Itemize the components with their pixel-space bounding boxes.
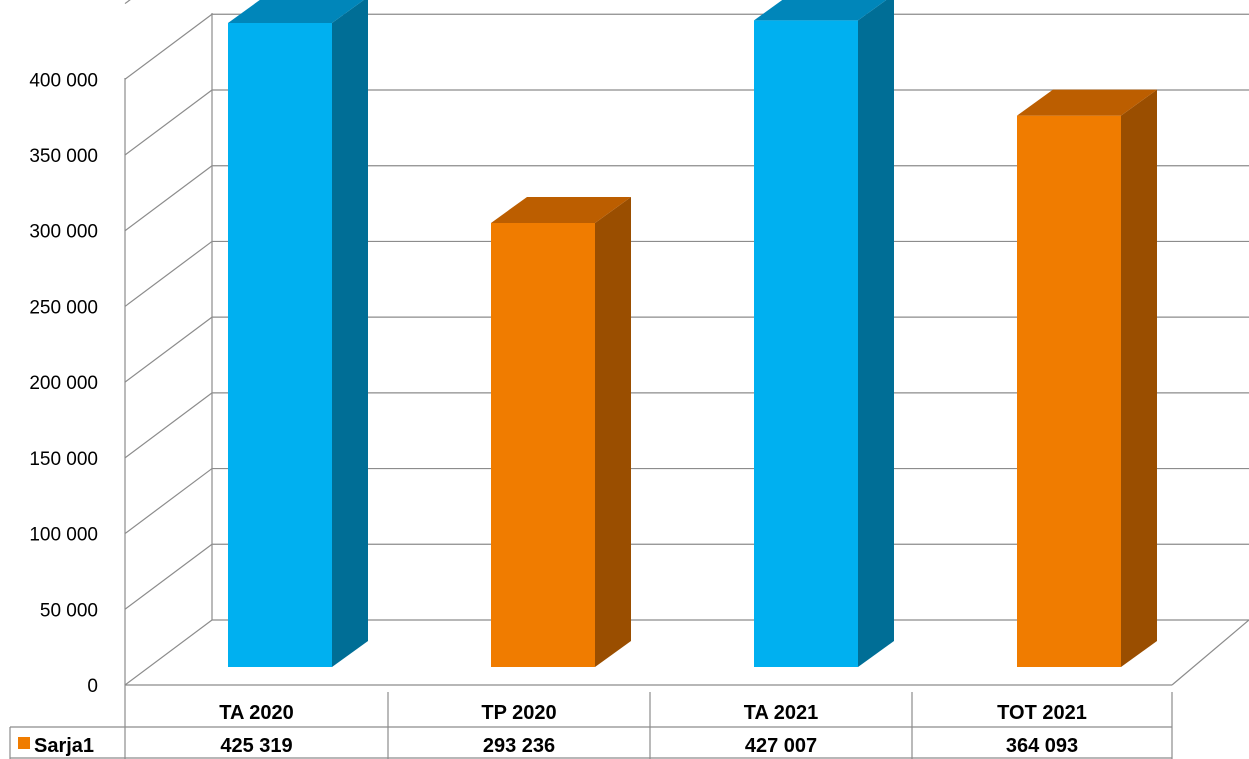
bar-2: [491, 196, 631, 667]
data-table-value: 427 007: [745, 735, 817, 757]
data-table-value: 425 319: [220, 735, 292, 757]
gridline-side-6: [124, 165, 213, 232]
bar-front-face: [228, 22, 332, 668]
data-table-value: 364 093: [1006, 735, 1078, 757]
gridline-side-1: [124, 543, 213, 610]
bar-front-face: [491, 222, 595, 667]
legend-series-name: Sarja1: [34, 735, 94, 757]
y-tick-label: 0: [87, 676, 98, 697]
gridline-side-7: [124, 89, 213, 156]
y-axis-tick-labels: 0 50 000 100 000 150 000 200 000 250 000 300 0…: [29, 70, 98, 697]
data-table: TA 2020 TP 2020 TA 2021 TOT 2021 425 319 293 …: [9, 685, 1173, 759]
y-tick-label: 350 000: [29, 146, 98, 167]
bar-top-face: [228, 0, 364, 23]
bar-side-face: [858, 0, 894, 667]
bar-4: [1017, 89, 1157, 667]
gridline-side-3: [124, 392, 213, 459]
chart-walls: [124, 13, 1249, 686]
data-table-value: 293 236: [483, 735, 555, 757]
bar-1: [228, 0, 368, 668]
y-tick-label: 50 000: [40, 600, 98, 621]
gridline-side-8: [124, 13, 213, 80]
gridline-side-0: [124, 619, 213, 686]
bar-top-face: [491, 196, 631, 223]
gridline-side-9: [124, 0, 131, 5]
y-tick-label: 400 000: [29, 70, 98, 91]
floor-right-edge: [1171, 619, 1249, 686]
gridline-side-2: [124, 468, 213, 535]
bar-front-face: [754, 20, 858, 667]
bar-side-face: [595, 196, 631, 667]
y-tick-label: 200 000: [29, 373, 98, 394]
x-category-label: TOT 2021: [997, 702, 1087, 724]
gridline-side-4: [124, 316, 213, 383]
y-tick-label: 250 000: [29, 297, 98, 318]
bar-3: [754, 0, 894, 667]
y-tick-label: 150 000: [29, 449, 98, 470]
gridline-side-5: [124, 240, 213, 307]
bar-top-face: [754, 0, 887, 21]
bars: [228, 0, 1157, 668]
x-category-label: TA 2021: [744, 702, 818, 724]
x-category-label: TA 2020: [219, 702, 293, 724]
y-tick-label: 300 000: [29, 222, 98, 243]
bar-front-face: [1017, 115, 1121, 667]
bar-top-face: [1017, 89, 1157, 116]
bar-side-face: [332, 0, 368, 667]
y-tick-label: 100 000: [29, 525, 98, 546]
legend-marker: [18, 737, 30, 749]
x-category-label: TP 2020: [481, 702, 556, 724]
bar-side-face: [1121, 89, 1157, 667]
